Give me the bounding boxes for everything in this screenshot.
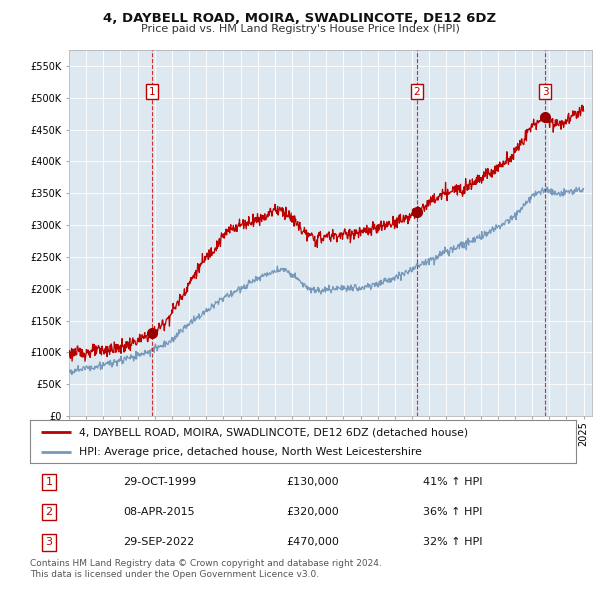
Text: 29-OCT-1999: 29-OCT-1999 [123,477,196,487]
Text: 3: 3 [542,87,548,97]
Text: 1: 1 [149,87,155,97]
Text: £130,000: £130,000 [287,477,339,487]
Text: 3: 3 [46,537,53,548]
Text: 08-APR-2015: 08-APR-2015 [123,507,194,517]
Text: £320,000: £320,000 [287,507,340,517]
Text: 29-SEP-2022: 29-SEP-2022 [123,537,194,548]
Text: 4, DAYBELL ROAD, MOIRA, SWADLINCOTE, DE12 6DZ: 4, DAYBELL ROAD, MOIRA, SWADLINCOTE, DE1… [103,12,497,25]
Text: 4, DAYBELL ROAD, MOIRA, SWADLINCOTE, DE12 6DZ (detached house): 4, DAYBELL ROAD, MOIRA, SWADLINCOTE, DE1… [79,427,468,437]
Text: 41% ↑ HPI: 41% ↑ HPI [423,477,482,487]
Text: HPI: Average price, detached house, North West Leicestershire: HPI: Average price, detached house, Nort… [79,447,422,457]
Text: £470,000: £470,000 [287,537,340,548]
Text: 32% ↑ HPI: 32% ↑ HPI [423,537,482,548]
Text: 2: 2 [46,507,53,517]
Text: 1: 1 [46,477,53,487]
Text: 2: 2 [413,87,420,97]
Text: Contains HM Land Registry data © Crown copyright and database right 2024.
This d: Contains HM Land Registry data © Crown c… [30,559,382,579]
Text: 36% ↑ HPI: 36% ↑ HPI [423,507,482,517]
Text: Price paid vs. HM Land Registry's House Price Index (HPI): Price paid vs. HM Land Registry's House … [140,24,460,34]
